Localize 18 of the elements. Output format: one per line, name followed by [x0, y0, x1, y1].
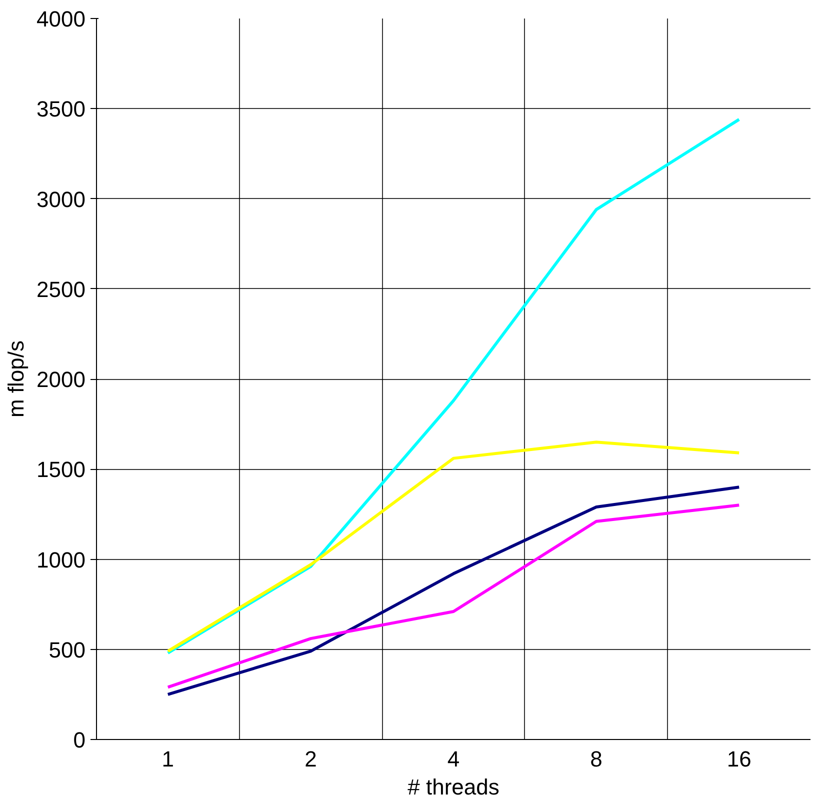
y-tick-label: 2000: [36, 367, 86, 392]
y-tick-label: 2500: [36, 276, 86, 302]
y-tick-label: 0: [73, 728, 86, 752]
x-tick-label: 8: [590, 746, 602, 772]
x-tick-label: 2: [304, 746, 317, 772]
x-tick-label: 1: [162, 746, 174, 772]
y-tick-label: 3500: [36, 96, 86, 122]
y-tick-label: 1500: [36, 457, 86, 482]
y-tick-label: 1000: [36, 547, 86, 572]
x-tick-label: 4: [447, 746, 460, 772]
x-tick-label: 16: [726, 746, 752, 772]
y-tick-label: 500: [48, 637, 86, 662]
line-series: [166, 440, 741, 653]
line-series: [166, 118, 741, 654]
x-axis-title: # threads: [408, 774, 500, 800]
y-tick-label: 3000: [36, 186, 86, 212]
y-tick-label: 4000: [36, 6, 86, 32]
y-axis-title: m flop/s: [4, 340, 29, 418]
